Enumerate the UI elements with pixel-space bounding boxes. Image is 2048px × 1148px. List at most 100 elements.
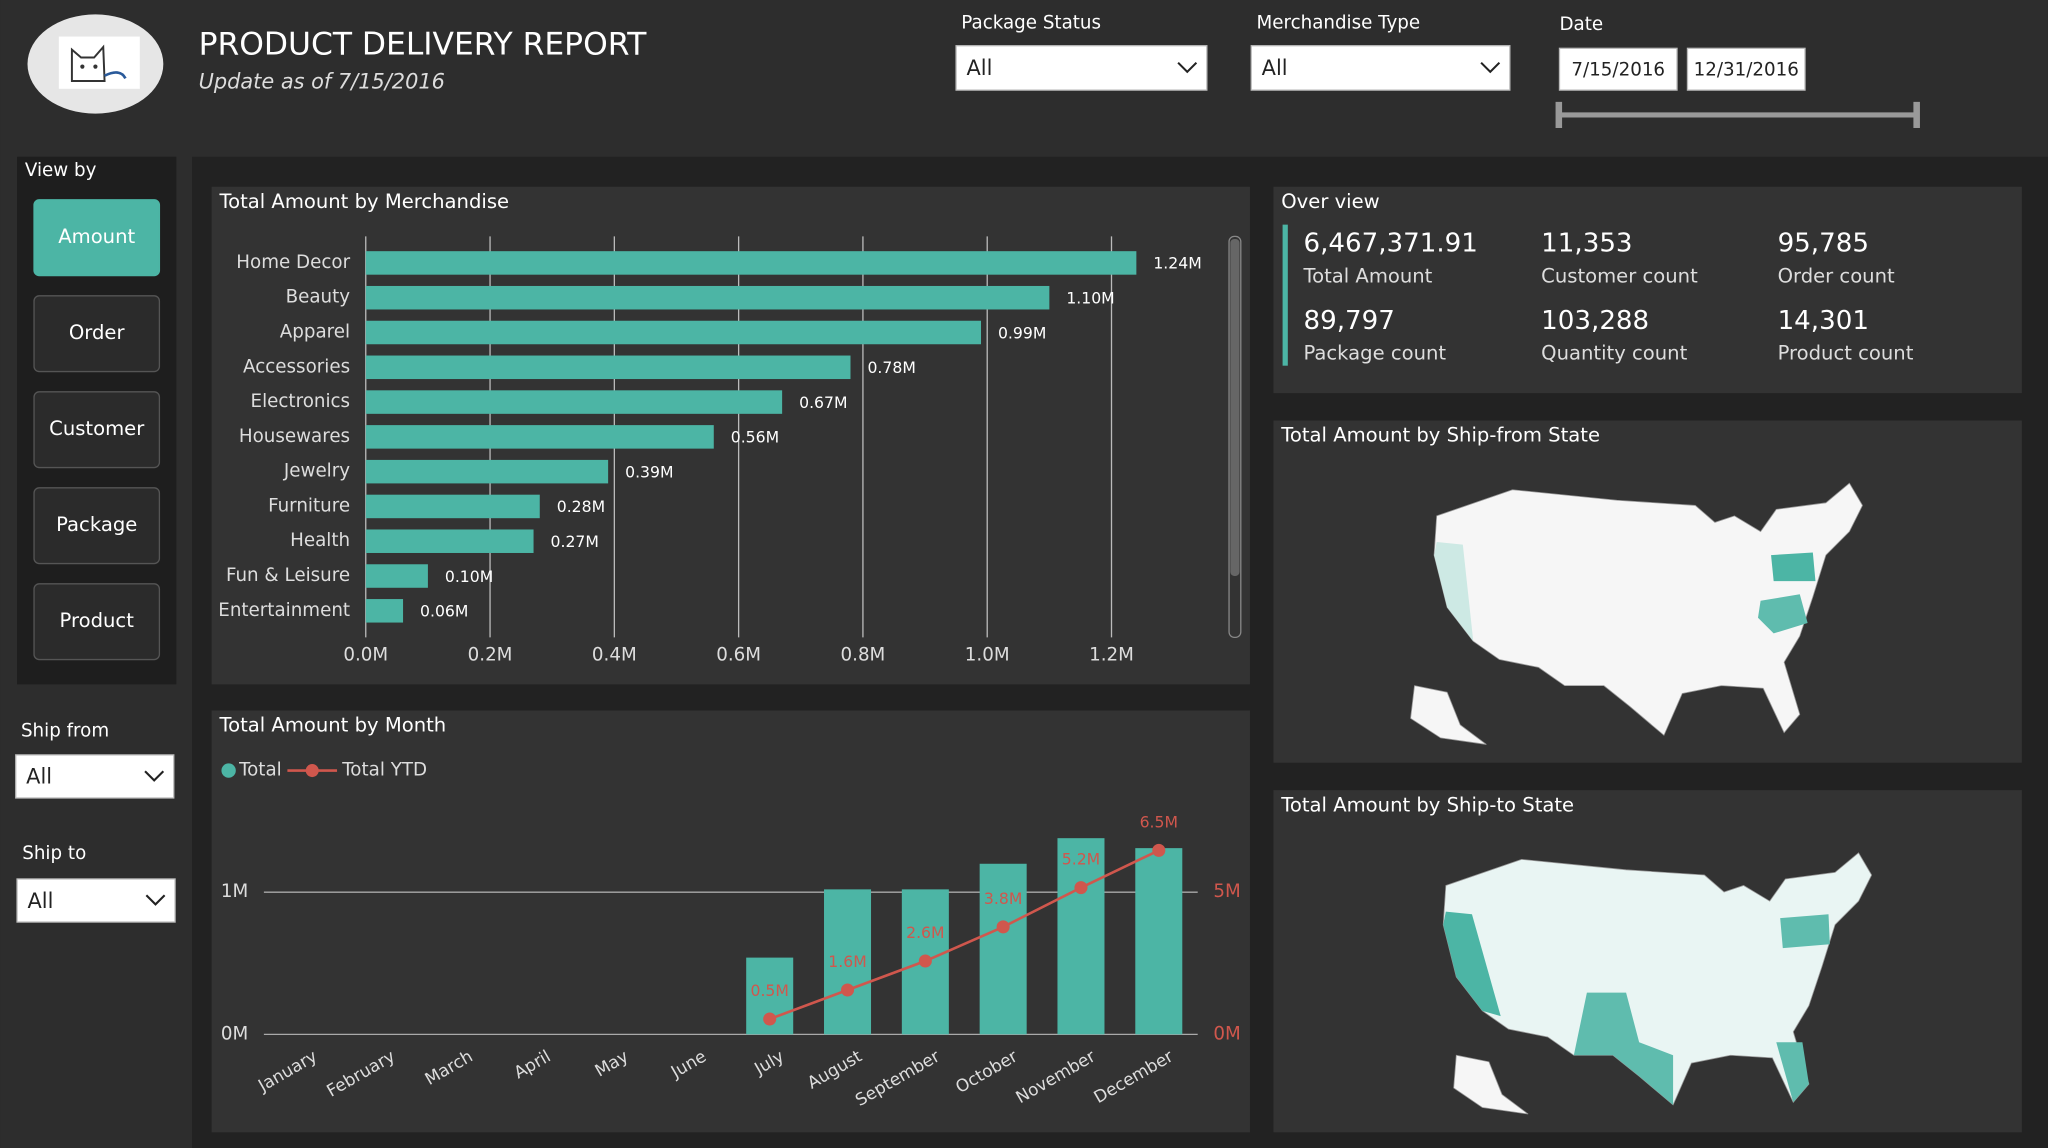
dropdown-value: All: [26, 765, 52, 789]
panel-title: Total Amount by Ship-to State: [1280, 793, 1574, 816]
data-label: 5.2M: [1062, 850, 1100, 869]
us-map: [1442, 852, 1873, 1115]
y-tick-label: Fun & Leisure: [226, 565, 350, 586]
dropdown-value: All: [27, 889, 53, 913]
line-marker: [840, 983, 855, 997]
view-by-button[interactable]: [33, 391, 161, 469]
y-tick-label: Accessories: [243, 356, 350, 377]
overview-panel: [1273, 186, 2022, 394]
x-tick-label: 0.0M: [343, 645, 388, 666]
kpi-label: Customer count: [1541, 264, 1698, 287]
kpi-label: Quantity count: [1541, 341, 1687, 364]
us-map: [1410, 482, 1863, 745]
report-subtitle: Update as of 7/15/2016: [199, 69, 445, 93]
y-tick-label: Housewares: [239, 426, 350, 447]
view-by-button-label: Customer: [49, 417, 145, 440]
view-by-button[interactable]: [33, 199, 161, 277]
bar: [824, 889, 872, 1035]
view-by-button[interactable]: [33, 295, 161, 373]
x-tick-label: 0.2M: [468, 645, 513, 666]
data-label: 6.5M: [1140, 812, 1178, 831]
y-tick-label: Apparel: [280, 322, 350, 343]
dropdown-chevron[interactable]: [1480, 61, 1501, 74]
data-label: 0.67M: [799, 393, 847, 412]
y-tick-label: 1M: [221, 881, 248, 902]
data-label: 0.99M: [998, 323, 1046, 342]
y2-tick-label: 5M: [1213, 881, 1240, 902]
scrollbar-thumb[interactable]: [1230, 239, 1240, 576]
kpi-label: Package count: [1303, 341, 1446, 364]
data-label: 1.10M: [1066, 289, 1114, 308]
scrollbar[interactable]: [1228, 235, 1242, 638]
bar: [979, 863, 1027, 1035]
merchandise-type-dropdown[interactable]: [1250, 45, 1511, 91]
y-tick-label: Health: [290, 530, 350, 551]
bar: [365, 529, 534, 553]
kpi-label: Product count: [1778, 341, 1914, 364]
ship-to-dropdown[interactable]: [16, 878, 176, 923]
data-label: 0.06M: [420, 602, 468, 621]
bar: [1135, 848, 1183, 1035]
report-title: PRODUCT DELIVERY REPORT: [199, 27, 648, 63]
bar: [365, 425, 714, 449]
x-tick-label: 0.6M: [716, 645, 761, 666]
x-tick-label: 0.8M: [841, 645, 886, 666]
kpi-value: 103,288: [1541, 306, 1649, 336]
data-label: 0.10M: [445, 567, 493, 586]
x-tick-label: 0.4M: [592, 645, 637, 666]
ship-from-dropdown[interactable]: [15, 754, 175, 799]
date-value: 7/15/2016: [1571, 60, 1665, 81]
overview-accent: [1282, 224, 1288, 366]
date-input[interactable]: [1686, 47, 1806, 91]
kpi-label: Order count: [1778, 264, 1895, 287]
y-tick-label: Electronics: [251, 391, 351, 412]
y-tick-label: Furniture: [268, 495, 350, 516]
bar: [365, 599, 404, 623]
dropdown-chevron[interactable]: [1177, 61, 1198, 74]
filter-label: Merchandise Type: [1256, 13, 1420, 34]
view-by-label: View by: [25, 160, 97, 181]
dropdown-chevron[interactable]: [145, 894, 166, 906]
data-label: 0.39M: [625, 462, 673, 481]
view-by-button-label: Product: [60, 609, 135, 632]
data-label: 0.5M: [750, 981, 788, 1000]
kpi-value: 11,353: [1541, 229, 1632, 259]
bar: [365, 355, 851, 380]
y-tick-label: Beauty: [286, 287, 351, 308]
data-label: 3.8M: [984, 889, 1022, 908]
bar: [365, 494, 540, 519]
line-marker: [918, 954, 932, 968]
legend-marker: [221, 763, 236, 778]
slider-handle[interactable]: [1555, 101, 1563, 128]
x-tick-label: 1.0M: [965, 645, 1010, 666]
bar: [365, 285, 1050, 310]
bar: [365, 251, 1137, 275]
y2-tick-label: 0M: [1213, 1023, 1240, 1044]
filter-label: Ship to: [22, 843, 86, 864]
line-marker: [1152, 843, 1166, 857]
slider-handle[interactable]: [1913, 101, 1920, 128]
legend-marker: [305, 764, 319, 778]
package-status-dropdown[interactable]: [955, 45, 1208, 91]
line-marker: [763, 1012, 777, 1026]
y-tick-label: Entertainment: [218, 600, 350, 621]
view-by-button-label: Order: [69, 321, 126, 344]
bar: [1057, 838, 1105, 1035]
date-input[interactable]: [1558, 47, 1678, 91]
panel-title: Total Amount by Ship-from State: [1280, 424, 1600, 447]
data-label: 0.27M: [551, 532, 599, 551]
kpi-label: Total Amount: [1302, 264, 1432, 287]
kpi-value: 14,301: [1778, 306, 1869, 336]
view-by-button-label: Amount: [58, 225, 135, 248]
line-marker: [996, 920, 1010, 934]
data-label: 2.6M: [906, 923, 944, 942]
x-tick-label: 1.2M: [1089, 645, 1134, 666]
dropdown-chevron[interactable]: [144, 770, 165, 782]
legend-label: Total: [238, 760, 282, 781]
view-by-button[interactable]: [33, 583, 161, 661]
view-by-button[interactable]: [33, 487, 161, 565]
logo: [27, 14, 164, 114]
date-value: 12/31/2016: [1694, 60, 1799, 81]
